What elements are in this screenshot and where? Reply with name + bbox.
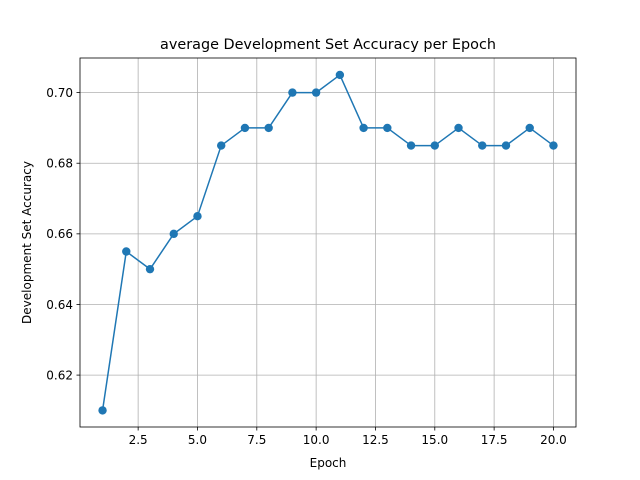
data-point — [240, 123, 250, 133]
data-point — [454, 123, 463, 133]
x-tick-label: 10.0 — [303, 433, 330, 447]
data-point — [217, 141, 226, 150]
axis-ticks: 2.5 5.0 7.5 10.0 12.5 15.0 17.5 20.0 0.62 0.64 0.6… — [46, 86, 567, 447]
y-tick-label: 0.70 — [46, 86, 73, 100]
data-point — [501, 141, 511, 150]
y-tick-label: 0.68 — [46, 157, 73, 171]
data-point — [525, 123, 534, 133]
data-point — [311, 88, 321, 97]
x-tick-label: 17.5 — [481, 433, 508, 447]
y-tick-label: 0.66 — [46, 227, 73, 241]
data-point — [359, 123, 368, 133]
data-point — [430, 141, 439, 150]
data-point — [98, 406, 107, 415]
data-point — [383, 123, 392, 133]
series-line — [101, 74, 554, 411]
axes-frame — [79, 57, 577, 428]
series-group — [98, 70, 558, 415]
data-point — [406, 141, 416, 150]
x-tick-label: 7.5 — [247, 433, 266, 447]
data-point — [288, 88, 297, 97]
data-point — [264, 123, 273, 133]
x-tick-label: 12.5 — [362, 433, 389, 447]
data-point — [169, 229, 178, 239]
data-point — [193, 211, 202, 221]
y-tick-label: 0.64 — [46, 298, 73, 312]
grid — [80, 58, 576, 427]
x-axis-label: Epoch — [310, 456, 347, 470]
x-tick-label: 20.0 — [540, 433, 567, 447]
data-point — [335, 70, 345, 80]
x-tick-label: 2.5 — [129, 433, 148, 447]
data-point — [549, 141, 558, 150]
x-tick-label: 5.0 — [188, 433, 207, 447]
chart-title: average Development Set Accuracy per Epo… — [160, 37, 496, 53]
y-tick-label: 0.62 — [46, 368, 73, 382]
data-point — [145, 264, 155, 274]
y-axis-label: Development Set Accuracy — [20, 161, 34, 324]
data-point — [478, 141, 487, 150]
data-point — [122, 247, 131, 256]
x-tick-label: 15.0 — [421, 433, 448, 447]
